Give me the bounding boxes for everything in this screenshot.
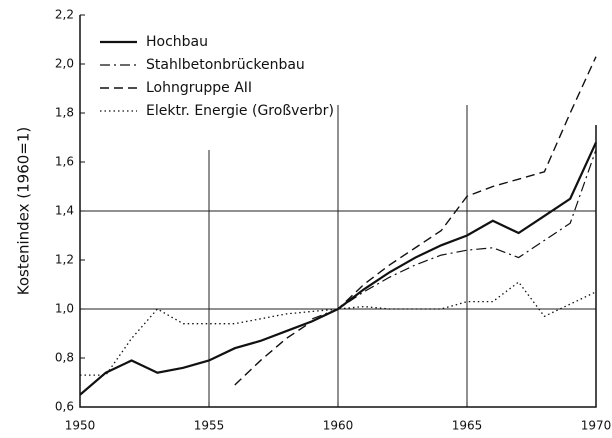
- y-axis-label: Kostenindex (1960=1): [15, 127, 33, 296]
- series-line: [311, 149, 597, 320]
- y-tick-label: 1,2: [55, 253, 74, 267]
- x-tick-label: 1970: [581, 419, 612, 433]
- y-tick-label: 1,8: [55, 106, 74, 120]
- series-line: [80, 281, 597, 376]
- y-tick-label: 1,0: [55, 302, 74, 316]
- y-tick-label: 2,0: [55, 57, 74, 71]
- x-tick-label: 1950: [65, 419, 96, 433]
- x-tick-label: 1960: [323, 419, 354, 433]
- x-tick-label: 1955: [194, 419, 225, 433]
- y-tick-label: 1,4: [55, 204, 74, 218]
- y-tick-label: 2,2: [55, 8, 74, 22]
- x-tick-label: 1965: [452, 419, 483, 433]
- y-tick-label: 1,6: [55, 155, 74, 169]
- legend-label: Lohngruppe AII: [146, 80, 252, 96]
- legend-label: Elektr. Energie (Großverbr): [146, 103, 334, 119]
- legend-label: Hochbau: [146, 34, 208, 50]
- legend-label: Stahlbetonbrückenbau: [146, 57, 305, 73]
- y-tick-label: 0,8: [55, 351, 74, 365]
- series-line: [234, 56, 597, 386]
- y-tick-label: 0,6: [55, 400, 74, 414]
